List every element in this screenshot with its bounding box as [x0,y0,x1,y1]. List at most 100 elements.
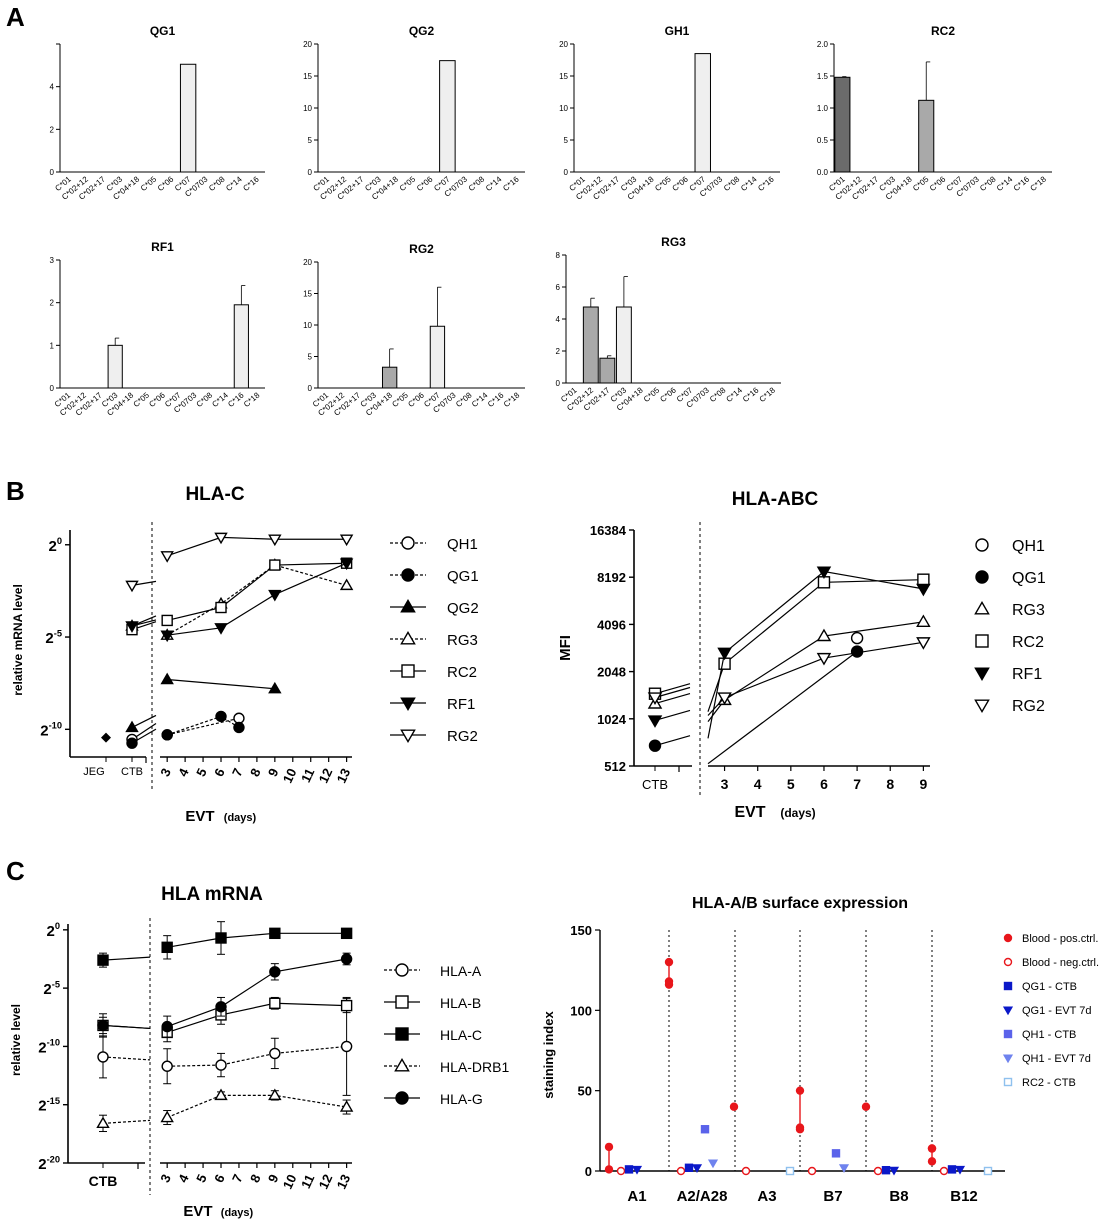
legend-label: HLA-A [440,963,482,979]
data-marker [269,1047,281,1060]
legend-marker [401,664,415,678]
x-tick-label: C*05 [139,174,159,193]
y-tick-label: 1.0 [817,104,829,113]
evt-connector [707,651,858,765]
x-tick-label: 13 [334,766,354,785]
y-axis-label: relative mRNA level [11,584,25,696]
legend-marker [974,699,990,713]
bar [582,306,599,384]
x-axis-label: EVT [183,1203,212,1220]
x-category-label: CTB [642,777,668,792]
x-axis-unit: (days) [224,812,257,824]
x-tick-label: C*06 [658,385,678,404]
data-marker [161,729,173,741]
y-tick-label: 1024 [597,712,627,727]
tick-exponent: -5 [54,628,62,638]
y-tick-label: 20 [46,921,60,940]
chart-title: RC2 [931,24,955,38]
tick-exponent: -15 [47,1096,60,1106]
data-marker [214,623,228,635]
bar [599,357,616,384]
ctb-connector [102,1056,151,1061]
data-point [795,1086,805,1095]
legend-marker [974,601,990,615]
data-marker [97,1019,109,1032]
legend-marker [1003,957,1013,967]
legend-label: RG2 [447,728,478,745]
legend-label: RF1 [1012,666,1042,683]
x-tick-label: 7 [229,1172,246,1185]
data-marker [160,672,174,685]
data-point [785,1166,795,1176]
data-point [741,1166,751,1176]
scatter-chart-hla-ab-surface: HLA-A/B surface expression 0 50 100 150 stain… [541,895,1099,1205]
legend-marker [395,963,409,977]
series-line [167,717,240,736]
x-tick-label: 6 [211,1172,228,1185]
charts-layer: QG1024C*01C*02+12C*02+17C*03C*04+18C*05C… [9,24,1099,1220]
x-category-label: A2/A28 [677,1188,728,1205]
data-marker [850,645,864,658]
data-marker [161,1060,173,1072]
bar-chart-qg2: QG205101520C*01C*02+12C*02+17C*03C*04+18… [303,24,525,202]
bar [615,306,632,384]
legend-marker [395,995,409,1009]
legend-label: RC2 - CTB [1022,1077,1076,1089]
ctb-connector [102,1024,151,1030]
legend-marker [401,536,415,550]
x-tick-label: 3 [157,1172,174,1185]
y-tick-label: 512 [604,759,626,774]
data-marker [215,1059,227,1071]
x-tick-label: 9 [919,776,927,792]
data-marker [161,614,173,627]
series-line [167,562,347,636]
series-line [167,1045,347,1067]
evt-connector [707,663,726,712]
y-tick-label: 2-5 [43,979,60,998]
x-tick-label: C*08 [978,174,998,193]
x-tick-label: 9 [265,766,282,779]
series-line [166,564,347,636]
ctb-connector [102,956,151,961]
data-marker [816,628,832,642]
legend-marker [395,1091,409,1105]
series-line [167,932,347,948]
data-marker [97,1051,109,1063]
x-tick-label: 4 [754,776,762,792]
data-marker [816,566,832,580]
legend-marker [1003,933,1013,943]
data-point [888,1166,900,1176]
data-marker [233,712,245,724]
bar-chart-rg3: RG302468C*01C*02+12C*02+17C*03C*04+18C*0… [556,235,781,413]
data-marker [268,681,282,694]
ctb-connector [102,1119,151,1124]
x-tick-label: 12 [316,766,336,785]
y-tick-label: 20 [559,40,568,49]
legend-label: RC2 [447,664,477,681]
x-axis-label: EVT [185,808,214,825]
chart-title: HLA-C [185,484,244,505]
data-point [664,957,674,967]
legend-marker [394,1058,410,1072]
bar-chart-gh1: GH105101520C*01C*02+12C*02+17C*03C*04+18… [559,24,780,202]
x-tick-label: 11 [298,1172,317,1191]
data-marker [269,559,281,571]
series-line [167,678,275,690]
data-point [616,1166,626,1176]
bar-chart-rc2: RC20.00.51.01.52.0C*01C*02+12C*02+17C*03… [817,24,1052,202]
tick-exponent: -10 [47,1038,60,1048]
y-tick-label: 0 [564,168,569,177]
x-tick-label: C*18 [242,390,262,409]
bar [381,366,398,389]
data-point [861,1102,871,1111]
y-tick-label: 0.5 [817,136,829,145]
legend-label: QH1 [1012,538,1045,555]
y-tick-label: 4096 [597,617,626,632]
y-tick-label: 15 [303,72,312,81]
x-tick-label: C*06 [928,174,948,193]
ctb-connector [654,709,691,721]
data-point [631,1165,643,1175]
data-marker [816,652,832,666]
x-tick-label: C*08 [207,174,227,193]
x-tick-label: C*08 [454,390,474,409]
